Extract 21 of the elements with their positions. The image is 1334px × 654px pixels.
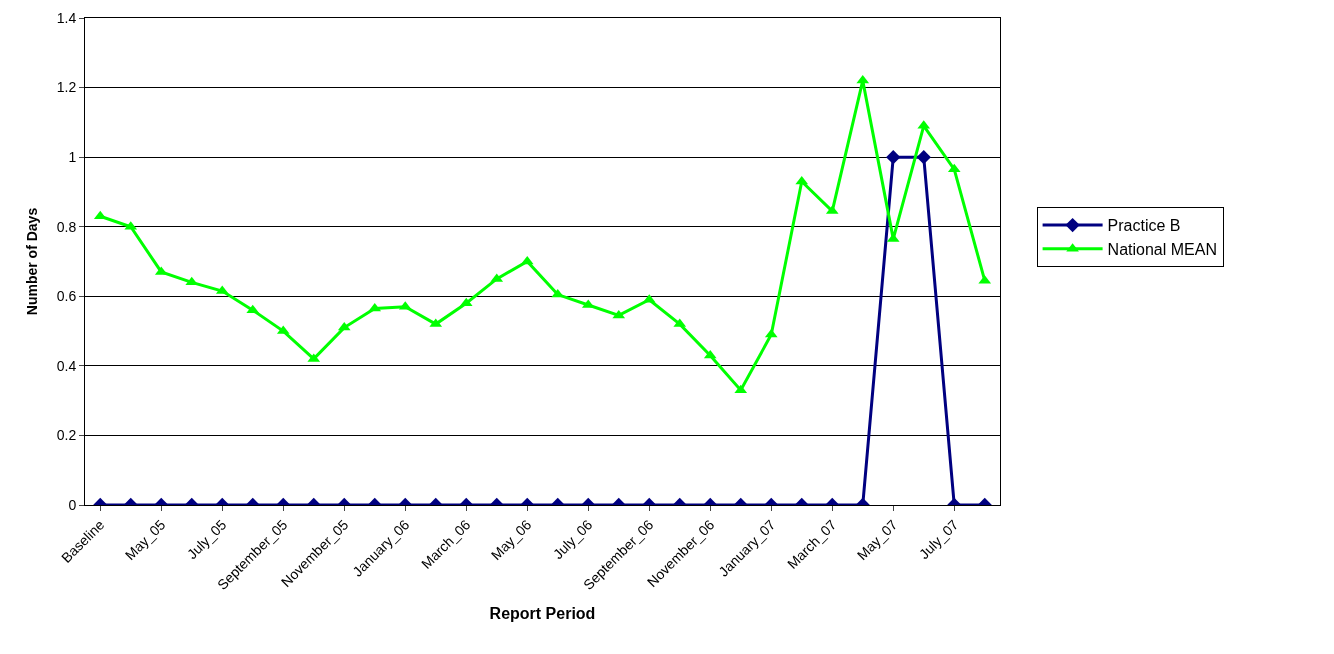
point	[368, 302, 382, 312]
point	[185, 276, 199, 286]
point	[612, 309, 626, 319]
y-tick-label: 1.4	[56, 9, 77, 26]
y-tick-label: 1.2	[56, 79, 77, 96]
point	[703, 349, 717, 359]
legend-label: National MEAN	[1107, 241, 1217, 259]
point	[947, 163, 961, 173]
point	[93, 210, 107, 220]
legend-label: Practice B	[1107, 217, 1181, 235]
y-tick-label: 0.4	[56, 357, 77, 374]
y-tick-label: 0	[68, 496, 77, 513]
y-tick-label: 1	[68, 149, 77, 166]
point	[916, 149, 931, 165]
y-tick-label: 0.8	[56, 218, 77, 235]
point	[795, 175, 809, 185]
y-tick-label: 0.6	[56, 288, 77, 305]
y-axis-title: Number of Days	[24, 207, 41, 316]
y-tick-label: 0.2	[56, 427, 77, 444]
x-axis-title: Report Period	[489, 604, 596, 622]
point	[886, 149, 901, 165]
